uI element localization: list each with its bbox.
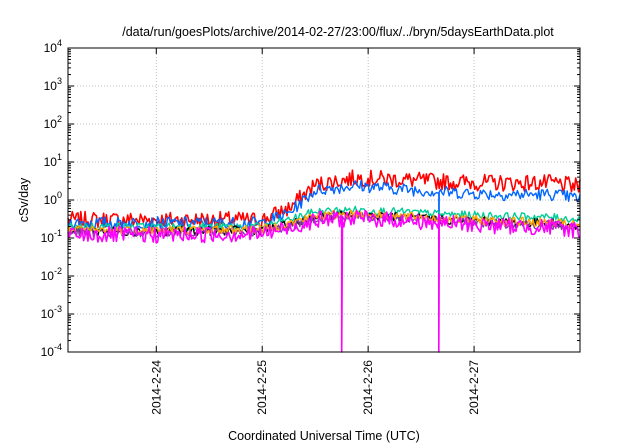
y-tick-label: 101	[44, 152, 62, 169]
series-layer	[67, 169, 581, 353]
y-tick-label: 102	[44, 114, 62, 131]
y-tick-label: 100	[44, 190, 62, 207]
y-tick-label: 10-1	[41, 228, 62, 245]
y-tick-label: 103	[44, 76, 62, 93]
y-tick-label: 10-3	[41, 304, 62, 321]
x-tick-labels: 2014-2-24 2014-2-25 2014-2-26 2014-2-27	[149, 360, 481, 415]
x-axis-label: Coordinated Universal Time (UTC)	[228, 429, 420, 443]
y-tick-label: 10-2	[41, 266, 62, 283]
y-tick-label: 104	[44, 38, 62, 55]
series-line-2	[67, 180, 581, 353]
series-line-1	[67, 169, 581, 229]
x-tick-label: 2014-2-24	[149, 360, 163, 415]
series-line-3	[67, 205, 581, 232]
series-line-7	[67, 209, 581, 353]
y-axis-label: cSv/day	[17, 177, 31, 222]
x-tick-label: 2014-2-25	[255, 360, 269, 415]
x-tick-label: 2014-2-26	[361, 360, 375, 415]
chart-title: /data/run/goesPlots/archive/2014-02-27/2…	[122, 25, 554, 39]
x-tick-label: 2014-2-27	[467, 360, 481, 415]
grid-lines	[68, 48, 580, 352]
axis-ticks	[68, 47, 580, 353]
series-line-6	[67, 209, 581, 236]
y-tick-labels: 10-4 10-3 10-2 10-1 100 101 102 103 104	[41, 38, 62, 359]
y-tick-label: 10-4	[41, 342, 62, 359]
